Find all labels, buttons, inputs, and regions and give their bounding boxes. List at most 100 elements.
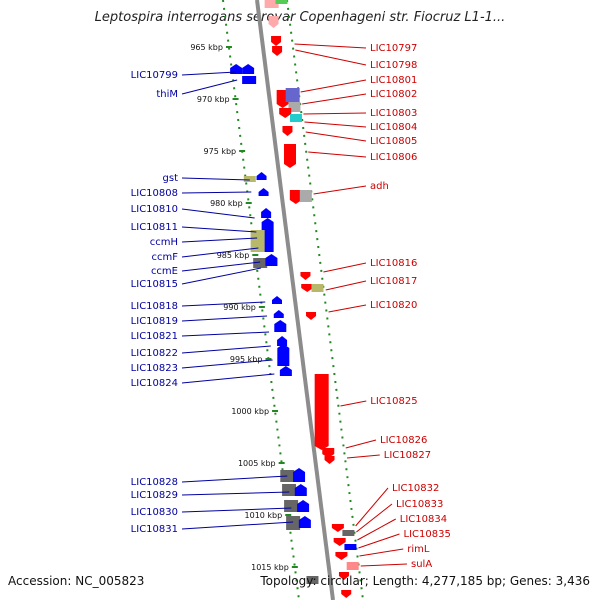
scale-ticks: 965 kbp 970 kbp 975 kbp 980 kbp 985 kbp 990 k… bbox=[190, 43, 298, 572]
left-gene-label: ccmH bbox=[150, 237, 178, 248]
right-gene-label: LIC10804 bbox=[370, 122, 417, 133]
right-gene-label: LIC10835 bbox=[404, 529, 451, 540]
left-leader-line bbox=[181, 247, 259, 258]
right-leader-line bbox=[295, 49, 367, 66]
right-gene-label: LIC10817 bbox=[370, 276, 417, 287]
right-leader-line bbox=[304, 121, 367, 128]
gene-feature bbox=[272, 46, 283, 56]
gene-feature bbox=[306, 312, 317, 320]
gene-feature bbox=[284, 500, 299, 512]
tick-label: 1000 kbp bbox=[231, 407, 269, 416]
right-gene-label: sulA bbox=[411, 559, 432, 570]
left-leader-line bbox=[181, 177, 250, 181]
gene-feature bbox=[264, 0, 279, 8]
left-leader-line bbox=[181, 191, 252, 194]
left-gene-label: LIC10808 bbox=[131, 188, 178, 199]
left-leader-line bbox=[181, 267, 262, 285]
left-gene-label: LIC10829 bbox=[131, 490, 178, 501]
left-gene-label: ccmF bbox=[152, 252, 179, 263]
left-leader-line bbox=[181, 208, 255, 219]
gene-feature bbox=[344, 544, 357, 550]
gene-feature bbox=[284, 144, 296, 168]
gene-feature bbox=[230, 64, 243, 74]
tick-label: 985 kbp bbox=[217, 251, 250, 260]
tick-label: 1010 kbp bbox=[245, 511, 283, 520]
gene-feature bbox=[256, 172, 267, 180]
gene-feature bbox=[253, 258, 268, 268]
gene-feature bbox=[271, 36, 282, 46]
left-gene-label: LIC10830 bbox=[131, 507, 178, 518]
tick-label: 995 kbp bbox=[230, 355, 263, 364]
right-gene-label: LIC10825 bbox=[370, 396, 417, 407]
gene-feature bbox=[300, 272, 311, 280]
gene-feature bbox=[250, 230, 265, 252]
tick-label: 990 kbp bbox=[223, 303, 256, 312]
genome-summary-text: Topology: circular; Length: 4,277,185 bp… bbox=[260, 574, 590, 588]
left-leader-line bbox=[181, 475, 288, 483]
gene-feature bbox=[311, 284, 324, 292]
right-leader-line bbox=[356, 503, 393, 533]
right-leader-line bbox=[345, 439, 377, 449]
tick-label: 970 kbp bbox=[197, 95, 230, 104]
gene-feature bbox=[298, 516, 311, 528]
gene-feature bbox=[258, 188, 269, 196]
right-gene-label: LIC10801 bbox=[370, 75, 417, 86]
right-gene-label: LIC10826 bbox=[380, 435, 427, 446]
right-leader-line bbox=[303, 112, 367, 115]
right-gene-label: LIC10802 bbox=[370, 89, 417, 100]
right-leader-line bbox=[323, 262, 367, 273]
right-leader-line bbox=[360, 563, 408, 567]
gene-feature bbox=[322, 448, 335, 458]
left-gene-label: thiM bbox=[156, 89, 178, 100]
backbone-line bbox=[255, 0, 335, 600]
left-leader-line bbox=[181, 301, 266, 307]
right-leader-line bbox=[300, 79, 367, 93]
gene-feature bbox=[272, 296, 282, 304]
right-leader-line bbox=[358, 533, 400, 549]
right-gene-label: LIC10806 bbox=[370, 152, 417, 163]
right-leader-line bbox=[294, 43, 367, 49]
gene-feature bbox=[243, 176, 256, 182]
gene-feature bbox=[346, 562, 359, 570]
gene-feature bbox=[286, 516, 301, 530]
gene-feature bbox=[282, 484, 297, 496]
left-gene-label: LIC10799 bbox=[131, 70, 178, 81]
right-gene-label: rimL bbox=[407, 544, 430, 555]
gene-feature bbox=[314, 374, 329, 450]
right-gene-label: LIC10797 bbox=[370, 43, 417, 54]
left-gene-label: LIC10821 bbox=[131, 331, 178, 342]
gene-feature bbox=[335, 552, 348, 560]
gene-feature bbox=[301, 284, 314, 292]
tick-label: 965 kbp bbox=[190, 43, 223, 52]
right-leader-line bbox=[302, 93, 367, 105]
left-gene-label: LIC10828 bbox=[131, 477, 178, 488]
tick-label: 975 kbp bbox=[204, 147, 237, 156]
left-gene-label: LIC10810 bbox=[131, 204, 178, 215]
left-leader-line bbox=[181, 331, 270, 337]
gene-feature bbox=[341, 590, 352, 598]
right-leader-line bbox=[355, 487, 389, 527]
left-leader-line bbox=[181, 261, 261, 272]
tick-label: 1015 kbp bbox=[251, 563, 289, 572]
gene-feature bbox=[261, 208, 272, 218]
right-gene-label: LIC10816 bbox=[370, 258, 417, 269]
gene-feature bbox=[273, 310, 284, 318]
gene-feature bbox=[338, 572, 349, 580]
gene-labels: LIC10799 thiM gst LIC10808 LIC10810 LIC10811 c… bbox=[131, 43, 451, 570]
left-gene-label: LIC10823 bbox=[131, 363, 178, 374]
left-leader-line bbox=[181, 315, 268, 322]
gene-feature bbox=[297, 500, 310, 512]
right-leader-line bbox=[357, 518, 396, 541]
gene-feature bbox=[289, 190, 302, 204]
gene-feature bbox=[268, 16, 279, 28]
right-leader-line bbox=[313, 185, 367, 195]
right-gene-label: LIC10798 bbox=[370, 60, 417, 71]
gene-feature bbox=[342, 530, 355, 536]
left-leader-line bbox=[181, 237, 258, 243]
left-leader-line bbox=[181, 491, 290, 496]
left-leader-line bbox=[181, 507, 292, 513]
left-leader-line bbox=[181, 226, 257, 233]
left-gene-label: LIC10822 bbox=[131, 348, 178, 359]
left-gene-label: ccmE bbox=[151, 266, 178, 277]
